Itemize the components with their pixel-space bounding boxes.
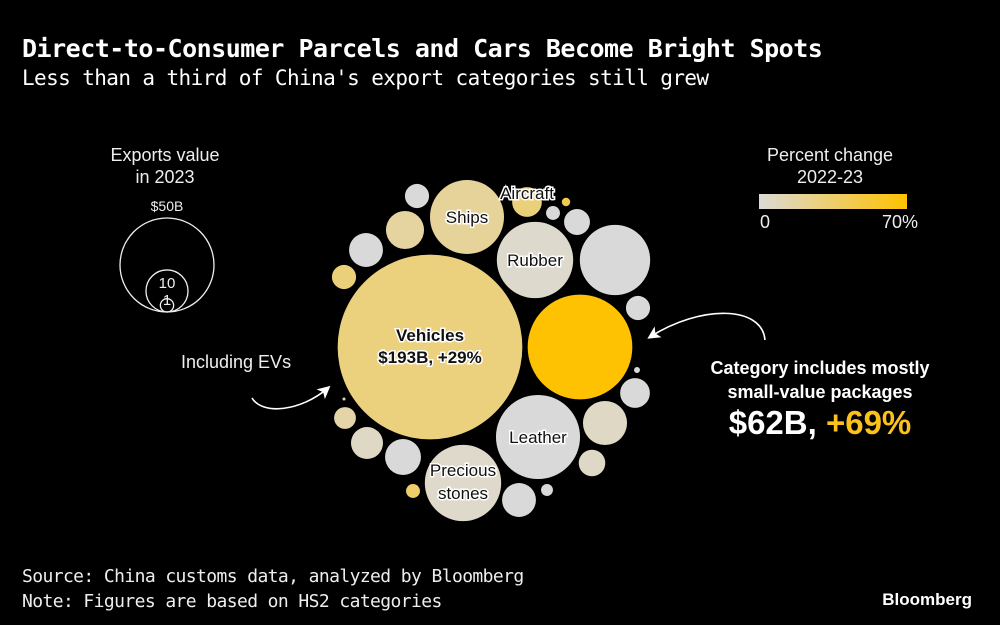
- bubble[interactable]: [546, 206, 560, 220]
- size-legend-label: $50B: [151, 198, 184, 214]
- parcel-value-annotation: $62B, +69%: [690, 404, 950, 442]
- color-legend: 0 70%: [759, 194, 918, 232]
- bubble[interactable]: [541, 484, 553, 496]
- bubble-leather[interactable]: [495, 394, 581, 480]
- bubble[interactable]: [385, 210, 425, 250]
- bubble-vehicles[interactable]: [337, 254, 523, 440]
- bubble[interactable]: [385, 439, 421, 475]
- size-legend-circle: [159, 298, 175, 313]
- color-legend-bar: [759, 194, 907, 209]
- bubble-label: Ships: [446, 208, 489, 227]
- size-legend-label: 1: [163, 292, 171, 309]
- ev-arrow: [251, 385, 331, 410]
- bubble-ships[interactable]: [429, 179, 505, 255]
- bubbles: [331, 179, 651, 522]
- size-legend-title-line1: Exports value: [110, 145, 220, 165]
- bubble[interactable]: [406, 484, 420, 498]
- bloomberg-logo: Bloomberg: [882, 590, 972, 609]
- color-legend-title-line2: 2022-23: [796, 167, 864, 187]
- bubble[interactable]: [578, 449, 606, 477]
- parcel-annotation-line1: Category includes mostly: [710, 358, 930, 378]
- bubble[interactable]: [502, 483, 536, 517]
- parcel-annotation-line2: small-value packages: [727, 382, 913, 402]
- bubble[interactable]: [349, 233, 383, 267]
- bubble-rubber[interactable]: [496, 221, 574, 299]
- size-legend: $50B 101: [119, 198, 215, 313]
- parcel-pct: +69%: [825, 404, 912, 441]
- bubble-precious[interactable]: [424, 444, 502, 522]
- bubble[interactable]: [579, 224, 651, 296]
- bubble-aircraft[interactable]: [512, 187, 542, 217]
- bubble-label: Vehicles: [396, 326, 464, 345]
- size-legend-title: Exports value in 2023: [80, 144, 250, 188]
- bubble-label: stones: [438, 484, 488, 503]
- source-note: Source: China customs data, analyzed by …: [22, 566, 524, 587]
- bubble[interactable]: [334, 407, 356, 429]
- bubble[interactable]: [331, 264, 357, 290]
- bubble[interactable]: [561, 197, 571, 207]
- parcel-arrow: [647, 312, 766, 341]
- bubble-label: Aircraft: [500, 184, 554, 203]
- bubble[interactable]: [625, 295, 651, 321]
- bubble-label: Rubber: [507, 251, 563, 270]
- bubble-labels: Vehicles $193B, +29% Ships Aircraft Rubber Le…: [377, 183, 569, 505]
- size-legend-title-line2: in 2023: [135, 167, 195, 187]
- footnote: Note: Figures are based on HS2 categorie…: [22, 591, 442, 612]
- parcel-value: $62B,: [728, 404, 817, 441]
- bubble[interactable]: [527, 294, 633, 400]
- chart-subtitle: Less than a third of China's export cate…: [22, 66, 709, 90]
- color-legend-min: 0: [760, 212, 770, 232]
- parcel-annotation: Category includes mostly small-value pac…: [690, 356, 950, 404]
- color-legend-title-line1: Percent change: [766, 145, 894, 165]
- bubble-label: Precious: [430, 461, 496, 480]
- color-legend-title: Percent change 2022-23: [730, 144, 930, 188]
- bubble-label: Leather: [509, 428, 567, 447]
- bubble[interactable]: [350, 426, 384, 460]
- bubble[interactable]: [342, 397, 346, 401]
- color-legend-max: 70%: [882, 212, 918, 232]
- bubble[interactable]: [404, 183, 430, 209]
- chart-title: Direct-to-Consumer Parcels and Cars Beco…: [22, 34, 823, 63]
- bubble[interactable]: [582, 400, 628, 446]
- bubble[interactable]: [564, 209, 590, 235]
- bubble[interactable]: [620, 378, 650, 408]
- bubble-sublabel: $193B, +29%: [378, 348, 482, 367]
- ev-annotation: Including EVs: [181, 352, 292, 372]
- bubble[interactable]: [634, 367, 640, 373]
- size-legend-label: 10: [159, 275, 176, 292]
